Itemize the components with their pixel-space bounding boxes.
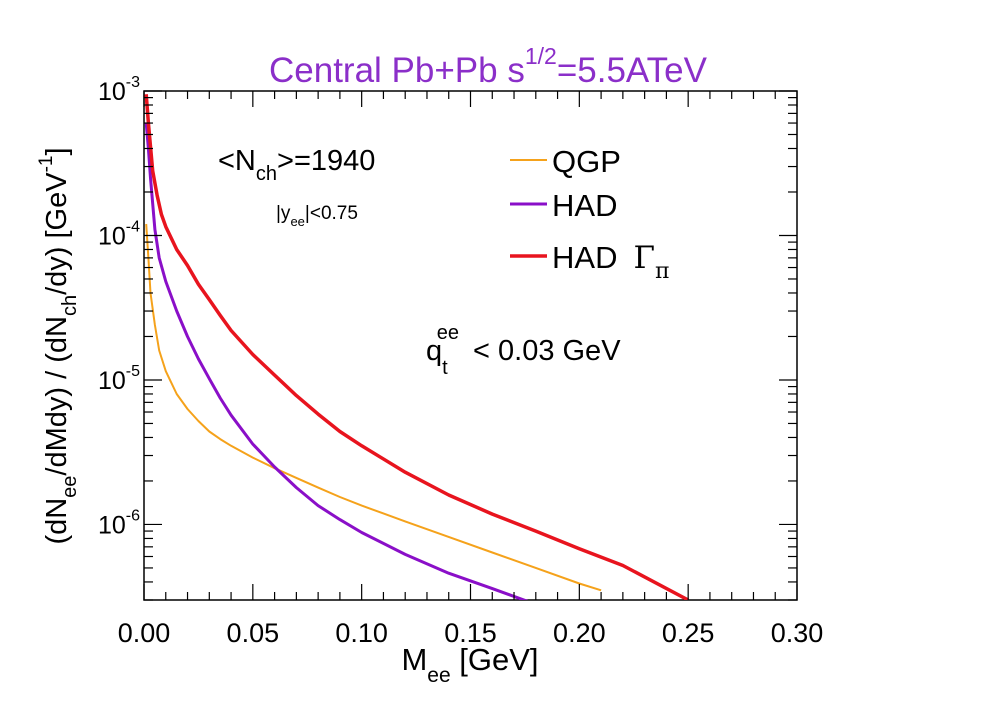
legend-label-had-gamma: HAD Γπ [552, 240, 669, 284]
legend-label-qgp: QGP [552, 144, 621, 179]
series-line-had [144, 94, 690, 600]
y-axis-label: (dNee/dMdy) / (dNch/dy) [GeV-1] [36, 147, 81, 544]
annotation-rapidity: |yee|<0.75 [276, 203, 358, 229]
x-tick-label: 0.10 [335, 618, 388, 648]
chart-title: Central Pb+Pb s1/2=5.5ATeV [269, 43, 708, 90]
x-tick-label: 0.30 [771, 618, 824, 648]
x-tick-labels: 0.00 0.05 0.10 0.15 0.20 0.25 0.30 [118, 618, 824, 648]
annotation-nch: <Nch>=1940 [218, 145, 375, 185]
y-tick-label: 10-4 [98, 218, 140, 250]
y-tick-label: 10-3 [98, 74, 140, 106]
legend-label-had: HAD [552, 188, 617, 223]
series-line-qgp [145, 223, 602, 592]
x-tick-label: 0.25 [662, 618, 715, 648]
x-tick-label: 0.20 [553, 618, 606, 648]
series-line-had [144, 122, 529, 600]
series-layer [144, 94, 690, 600]
y-tick-labels: 10-6 10-5 10-4 10-3 [98, 74, 140, 539]
y-tick-label: 10-6 [98, 507, 140, 539]
legend: QGP HAD HAD Γπ [510, 144, 669, 284]
x-tick-label: 0.15 [444, 618, 497, 648]
y-tick-label: 10-5 [98, 363, 140, 395]
tick-layer [143, 90, 798, 601]
x-axis-label: Mee [GeV] [401, 642, 538, 687]
x-tick-label: 0.05 [227, 618, 280, 648]
x-tick-label: 0.00 [118, 618, 171, 648]
annotation-qt: qtee < 0.03 GeV [426, 322, 621, 379]
